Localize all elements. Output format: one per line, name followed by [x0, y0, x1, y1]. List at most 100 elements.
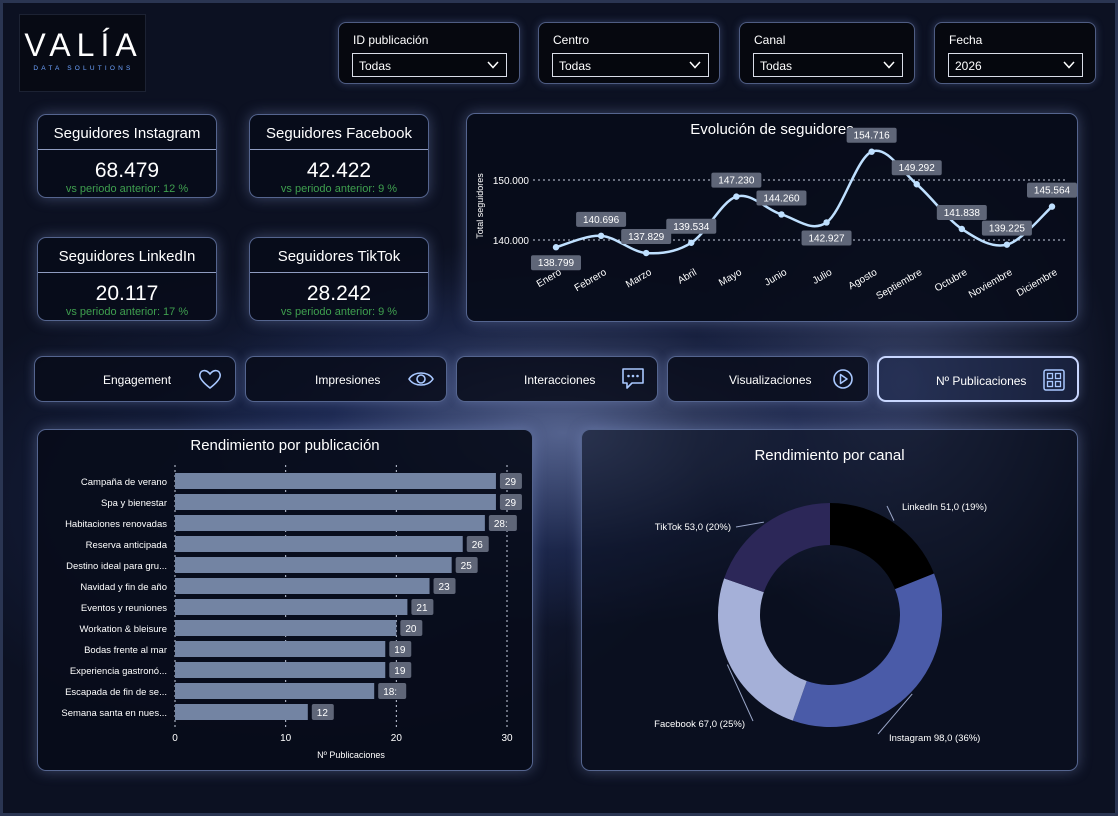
x-tick-label: Mayo: [717, 267, 744, 289]
bar-value-label-bg: [499, 473, 522, 489]
kpi-title: Seguidores Instagram: [53, 125, 201, 142]
data-label: 137.829: [628, 232, 665, 243]
data-point: [778, 211, 785, 218]
data-label: 145.564: [1034, 186, 1071, 197]
data-point: [642, 249, 650, 257]
nav-button-impresiones[interactable]: Impresiones: [245, 356, 447, 402]
data-point: [688, 239, 695, 246]
kpi-title: Seguidores TikTok: [277, 248, 401, 265]
y-tick-label: 150.000: [493, 176, 530, 187]
category-label: Workation & bleisure: [80, 624, 167, 635]
nav-button-label: Interacciones: [524, 373, 596, 387]
kpi-divider: [250, 272, 428, 273]
category-label: Bodas frente al mar: [84, 645, 167, 656]
bar: [175, 662, 386, 678]
nav-button-engagement[interactable]: Engagement: [34, 356, 236, 402]
bar-value-label-bg: [389, 662, 412, 678]
filter-dropdown[interactable]: Todas: [352, 53, 507, 77]
data-label: 147.230: [718, 176, 755, 187]
bar-value-label-bg: [389, 641, 412, 657]
slice-label: Facebook 67,0 (25%): [654, 719, 745, 730]
filter-dropdown[interactable]: 2026: [948, 53, 1083, 77]
y-tick-label: 140.000: [493, 236, 530, 247]
data-label: 139.225: [989, 224, 1026, 235]
bar-value-label: 29: [505, 498, 517, 509]
kpi-divider: [38, 149, 216, 150]
nav-button-label: Engagement: [103, 373, 172, 387]
y-axis-label: Total seguidores: [475, 173, 485, 239]
donut-slice-linkedin: [830, 503, 935, 590]
line-chart-title: Evolución de seguidores: [690, 121, 854, 138]
x-tick-label: Octubre: [933, 267, 970, 295]
x-tick-label: Septiembre: [874, 267, 924, 302]
slice-label: TikTok 53,0 (20%): [655, 522, 731, 533]
x-tick-label: 20: [391, 733, 403, 744]
leader-line: [877, 693, 913, 735]
data-label-bg: [801, 230, 852, 246]
category-label: Reserva anticipada: [86, 540, 168, 551]
leader-line: [726, 664, 754, 722]
data-point: [958, 225, 966, 233]
leader-line: [886, 505, 895, 521]
bar-value-label-bg: [499, 494, 522, 510]
bar: [175, 515, 485, 531]
data-point: [733, 193, 740, 200]
bar-chart-svg: 0 10 20 30 Nº Publicaciones Campaña de verano…: [61, 465, 522, 760]
data-label-bg: [666, 218, 717, 234]
data-label-bg: [891, 160, 942, 176]
category-label: Experiencia gastronó...: [70, 666, 167, 677]
kpi-value: 68.479: [94, 159, 160, 182]
slice-label: LinkedIn 51,0 (19%): [902, 502, 987, 513]
nav-button-interacciones[interactable]: Interacciones: [456, 356, 658, 402]
category-label: Campaña de verano: [81, 477, 167, 488]
category-label: Navidad y fin de año: [80, 582, 167, 593]
slice-label: Instagram 98,0 (36%): [889, 733, 980, 744]
bar-value-label-bg: [311, 704, 334, 720]
bar: [175, 683, 375, 699]
bar-value-label: 29: [505, 477, 517, 488]
nav-button-publicaciones[interactable]: Nº Publicaciones: [877, 356, 1079, 402]
kpi-card-linkedin: Seguidores LinkedIn 20.117 vs periodo an…: [37, 237, 217, 321]
followers-line-chart-panel: Evolución de seguidores 140.000 150.000 To…: [466, 113, 1078, 322]
x-axis-label: Nº Publicaciones: [317, 750, 385, 760]
bar-value-label-bg: [378, 683, 407, 699]
chevron-down-icon: [487, 61, 499, 69]
filter-dropdown[interactable]: Todas: [753, 53, 903, 77]
leader-line: [735, 521, 764, 528]
bar: [175, 620, 397, 636]
kpi-title: Seguidores LinkedIn: [58, 248, 196, 265]
kpi-delta: vs periodo anterior: 17 %: [65, 306, 189, 318]
filter-id-publicacion: ID publicación Todas: [338, 22, 520, 84]
filter-value: Todas: [760, 59, 793, 73]
kpi-card-facebook: Seguidores Facebook 42.422 vs periodo an…: [249, 114, 429, 198]
kpi-delta: vs periodo anterior: 9 %: [280, 183, 398, 195]
bar-value-label: 19: [394, 645, 406, 656]
filter-canal: Canal Todas: [739, 22, 915, 84]
filter-label: ID publicación: [353, 33, 429, 47]
x-tick-label: Enero: [535, 267, 564, 290]
data-label-bg: [1027, 182, 1077, 198]
nav-button-visualizaciones[interactable]: Visualizaciones: [667, 356, 869, 402]
logo-wordmark: VALÍA: [24, 27, 143, 63]
donut-slice-instagram: [792, 573, 942, 727]
data-label: 142.927: [808, 233, 845, 244]
data-point: [823, 219, 830, 226]
play-circle-icon: [833, 369, 853, 389]
category-label: Eventos y reuniones: [81, 603, 167, 614]
x-tick-label: Abril: [676, 267, 699, 287]
filter-dropdown[interactable]: Todas: [552, 53, 709, 77]
bar: [175, 473, 496, 489]
bar-value-label-bg: [411, 599, 434, 615]
data-label: 149.292: [899, 163, 936, 174]
data-label: 144.260: [763, 193, 800, 204]
kpi-value: 20.117: [95, 282, 159, 305]
data-label-bg: [711, 172, 762, 188]
chevron-down-icon: [883, 61, 895, 69]
data-label: 154.716: [854, 131, 891, 142]
bar-value-label-bg: [466, 536, 489, 552]
line-chart-svg: 140.000 150.000 Total seguidores 138.799Ene…: [475, 127, 1077, 302]
chevron-down-icon: [1063, 61, 1075, 69]
bar: [175, 557, 452, 573]
bar-value-label: 12: [317, 708, 329, 719]
logo-tagline: DATA SOLUTIONS: [33, 65, 134, 72]
